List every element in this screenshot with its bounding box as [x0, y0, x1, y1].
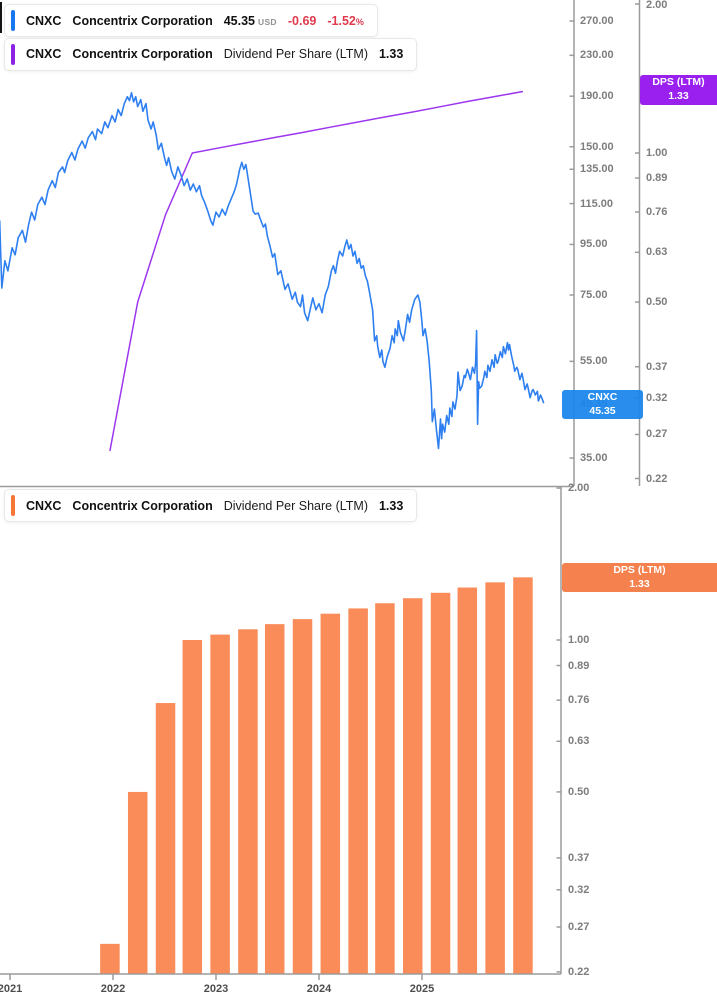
price-line-series — [0, 92, 545, 450]
price-series-color-strip — [11, 10, 15, 31]
company-name-label: Concentrix Corporation — [72, 498, 213, 513]
badge-ticker-text: CNXC — [587, 390, 618, 403]
dps-bar-chart-plot-area[interactable] — [0, 488, 561, 974]
company-name-label: Concentrix Corporation — [72, 13, 213, 28]
left-edge-marker — [0, 2, 2, 33]
dps-bar — [513, 577, 533, 974]
badge-metric-text: DPS (LTM) — [613, 563, 666, 576]
current-price-axis-badge: CNXC 45.35 — [562, 390, 643, 419]
last-price-value: 45.35 — [223, 13, 255, 28]
dps-bar — [264, 624, 285, 974]
badge-value-text: 1.33 — [668, 90, 689, 102]
price-value-group: 45.35 USD — [224, 14, 277, 28]
metric-name-label: Dividend Per Share (LTM) — [223, 47, 368, 61]
dps-series-legend-top[interactable]: CNXC Concentrix Corporation Dividend Per… — [4, 37, 418, 71]
dps-bar — [127, 791, 148, 974]
dps-bar-color-strip — [11, 495, 15, 516]
dps-series-legend-bottom[interactable]: CNXC Concentrix Corporation Dividend Per… — [4, 489, 418, 522]
price-chart-plot-area[interactable] — [0, 0, 561, 486]
dps-series-color-strip — [11, 43, 15, 65]
dps-axis-badge-bottom: DPS (LTM) 1.33 — [562, 563, 717, 592]
dps-bar — [430, 592, 451, 974]
dps-bar — [238, 629, 258, 974]
ticker-label: CNXC — [26, 498, 62, 513]
ticker-label: CNXC — [26, 47, 62, 61]
company-name-label: Concentrix Corporation — [72, 47, 213, 61]
badge-price-text: 45.35 — [589, 404, 616, 417]
dps-bar — [210, 634, 230, 974]
badge-metric-text: DPS (LTM) — [652, 76, 705, 89]
currency-label: USD — [258, 16, 277, 27]
price-change-value: -0.69 — [287, 13, 317, 28]
price-change-percent: -1.52% — [327, 13, 364, 28]
badge-value-text: 1.33 — [629, 577, 650, 590]
dps-value-label: 1.33 — [378, 47, 404, 61]
dps-bar — [457, 587, 478, 974]
dps-value-label: 1.33 — [378, 498, 404, 513]
dps-axis-badge-top: DPS (LTM) 1.33 — [640, 75, 717, 105]
dps-bar — [292, 619, 313, 974]
metric-name-label: Dividend Per Share (LTM) — [223, 498, 368, 513]
dps-line-series — [109, 90, 524, 452]
dps-bar — [100, 943, 120, 974]
ticker-label: CNXC — [26, 13, 62, 28]
dps-bar — [155, 703, 176, 974]
dps-bar — [348, 608, 368, 974]
dps-bar — [402, 598, 423, 974]
dps-bar — [375, 603, 395, 974]
price-series-legend[interactable]: CNXC Concentrix Corporation 45.35 USD -0… — [4, 4, 378, 37]
dps-bar — [182, 640, 203, 974]
dps-bar — [320, 613, 341, 974]
dps-bar — [485, 582, 505, 974]
